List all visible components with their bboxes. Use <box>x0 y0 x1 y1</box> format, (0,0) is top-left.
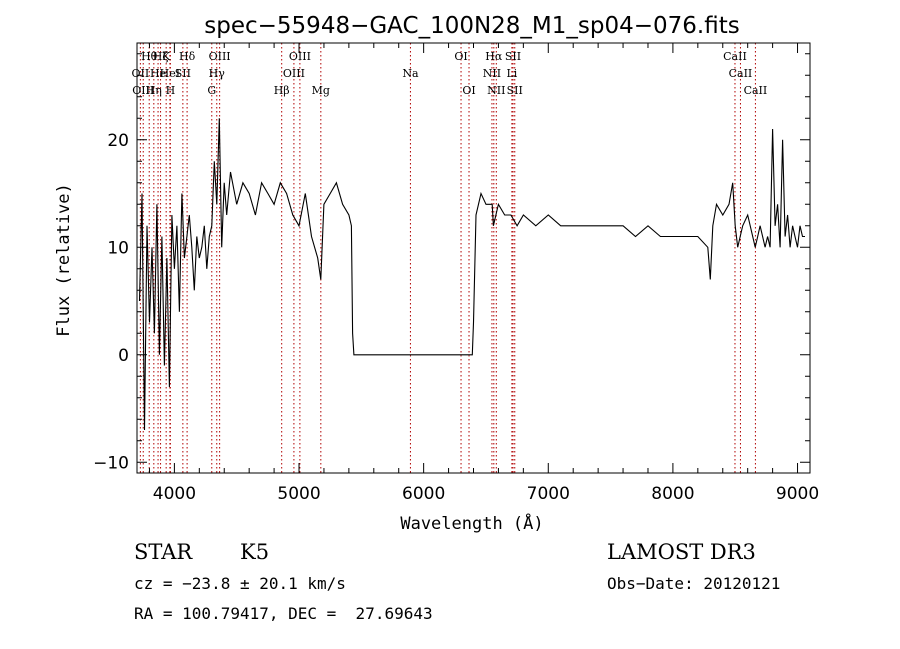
line-label-group: OII OIII Hθ Hη He HζK HeI H SII Hδ G Hγ OIII Hβ OIII OI… <box>132 50 768 97</box>
line-marker-label-8: H <box>166 84 176 97</box>
chart-title: spec−55948−GAC_100N28_M1_sp04−076.fits <box>204 13 739 39</box>
line-marker-label-24: Li <box>506 67 517 80</box>
y-tick-label-3: 20 <box>107 131 129 151</box>
line-marker-label-11: G <box>207 84 216 97</box>
y-tick-label-0: −10 <box>93 453 129 473</box>
object-subclass: K5 <box>240 540 270 564</box>
line-marker-label-15: OIII <box>283 67 305 80</box>
line-marker-label-20: OI <box>462 84 475 97</box>
line-marker-label-3: Hη <box>146 84 162 97</box>
x-tick-label-2: 6000 <box>402 484 445 504</box>
line-marker-label-18: Na <box>402 67 419 80</box>
x-tick-label-5: 9000 <box>776 484 819 504</box>
spectrum-series-line <box>138 118 805 431</box>
line-marker-label-0: OII <box>132 67 150 80</box>
line-marker-label-21: NII <box>483 67 501 80</box>
redshift-text: cz = −23.8 ± 20.1 km/s <box>134 574 346 593</box>
line-marker-label-4: He <box>150 67 166 80</box>
line-marker-label-17: Mg <box>312 84 330 97</box>
line-marker-label-5: Hζ <box>153 50 169 63</box>
y-tick-label-2: 10 <box>107 238 129 258</box>
line-marker-label-28: CaII <box>729 67 753 80</box>
line-marker-label-27: CaII <box>723 50 747 63</box>
axis-ticks-group: 4000 5000 6000 7000 8000 9000 −10 0 10 20 <box>93 43 819 504</box>
obs-date-text: Obs−Date: 20120121 <box>607 574 781 593</box>
line-marker-label-1: OIII <box>132 84 154 97</box>
line-marker-label-13: OIII <box>209 50 231 63</box>
line-marker-label-6: K <box>162 50 171 63</box>
x-tick-label-0: 4000 <box>153 484 196 504</box>
y-axis-label: Flux (relative) <box>54 183 74 337</box>
line-marker-label-10: Hδ <box>179 50 196 63</box>
line-marker-label-25: SII <box>505 50 521 63</box>
line-marker-label-26: SII <box>507 84 523 97</box>
line-marker-group <box>139 43 756 473</box>
x-tick-label-1: 5000 <box>277 484 320 504</box>
line-marker-label-9: SII <box>175 67 191 80</box>
x-axis-label: Wavelength (Å) <box>400 512 543 534</box>
line-marker-label-16: OIII <box>289 50 311 63</box>
line-marker-label-19: OI <box>454 50 467 63</box>
x-tick-label-3: 7000 <box>527 484 570 504</box>
line-marker-label-22: Hα <box>485 50 503 63</box>
x-tick-label-4: 8000 <box>651 484 694 504</box>
y-tick-label-1: 0 <box>118 346 129 366</box>
line-marker-label-2: Hθ <box>141 50 158 63</box>
survey-name: LAMOST DR3 <box>607 540 756 564</box>
line-marker-label-12: Hγ <box>209 67 226 80</box>
line-marker-label-7: HeI <box>160 67 180 80</box>
line-marker-label-14: Hβ <box>274 84 290 97</box>
coordinates-text: RA = 100.79417, DEC = 27.69643 <box>134 604 433 623</box>
line-marker-label-29: CaII <box>744 84 768 97</box>
object-class: STAR <box>134 540 193 564</box>
line-marker-label-23: NII <box>487 84 505 97</box>
